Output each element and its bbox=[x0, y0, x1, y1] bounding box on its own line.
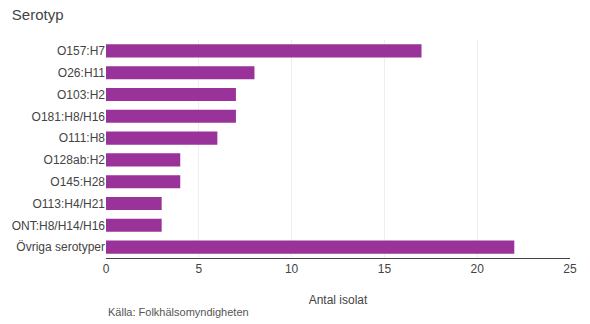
svg-text:O145:H28: O145:H28 bbox=[50, 175, 105, 189]
svg-text:5: 5 bbox=[195, 262, 202, 276]
svg-text:O103:H2: O103:H2 bbox=[57, 88, 105, 102]
svg-text:Övriga serotyper: Övriga serotyper bbox=[16, 240, 105, 254]
svg-text:Serotyp: Serotyp bbox=[12, 6, 64, 23]
svg-text:0: 0 bbox=[103, 262, 110, 276]
svg-text:15: 15 bbox=[378, 262, 392, 276]
svg-text:Källa: Folkhälsomyndigheten: Källa: Folkhälsomyndigheten bbox=[108, 306, 249, 318]
svg-text:25: 25 bbox=[563, 262, 577, 276]
svg-text:O181:H8/H16: O181:H8/H16 bbox=[32, 110, 106, 124]
svg-text:20: 20 bbox=[471, 262, 485, 276]
svg-text:Antal isolat: Antal isolat bbox=[309, 293, 368, 307]
svg-text:O26:H11: O26:H11 bbox=[58, 66, 105, 80]
svg-text:O157:H7: O157:H7 bbox=[57, 44, 105, 58]
svg-text:ONT:H8/H14/H16: ONT:H8/H14/H16 bbox=[12, 219, 106, 233]
svg-text:O111:H8: O111:H8 bbox=[59, 131, 106, 145]
svg-text:10: 10 bbox=[285, 262, 299, 276]
svg-text:O113:H4/H21: O113:H4/H21 bbox=[33, 197, 106, 211]
svg-text:O128ab:H2: O128ab:H2 bbox=[44, 153, 106, 167]
